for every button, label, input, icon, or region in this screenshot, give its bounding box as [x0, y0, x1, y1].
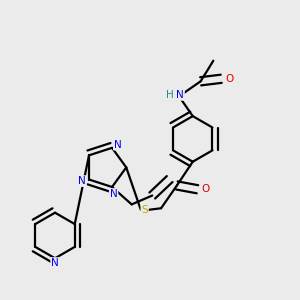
Text: N: N	[51, 258, 59, 268]
Text: O: O	[201, 184, 209, 194]
Text: N: N	[176, 90, 184, 100]
Text: H: H	[166, 90, 173, 100]
Text: S: S	[141, 205, 148, 215]
Text: N: N	[78, 176, 86, 186]
Text: N: N	[110, 189, 118, 199]
Text: O: O	[225, 74, 233, 84]
Text: N: N	[114, 140, 122, 150]
